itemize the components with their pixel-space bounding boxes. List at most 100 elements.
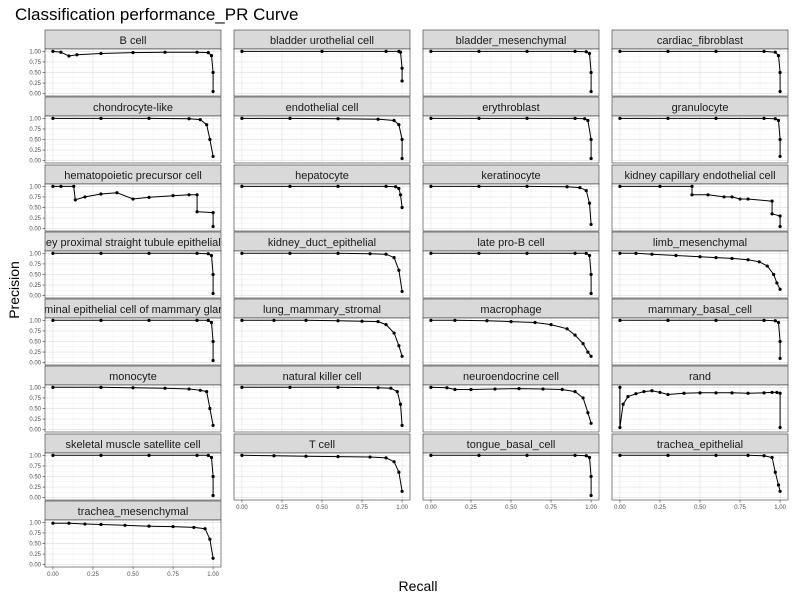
pr-curve-point xyxy=(477,116,481,120)
facet-strip-label: chondrocyte-like xyxy=(93,102,173,114)
panel-border xyxy=(422,115,600,164)
pr-curve-point xyxy=(272,454,276,458)
pr-curve-point xyxy=(772,272,776,277)
panel-border xyxy=(233,183,411,232)
pr-curve-point xyxy=(211,291,215,296)
pr-curve-point xyxy=(453,318,457,322)
pr-curve-point xyxy=(147,524,151,528)
pr-curve-point xyxy=(778,339,782,344)
pr-curve-point xyxy=(589,421,593,425)
pr-curve-point xyxy=(730,256,734,261)
pr-curve-line xyxy=(241,319,403,357)
facet-panel: cardiac_fibroblast xyxy=(611,29,789,97)
pr-curve-point xyxy=(589,89,593,94)
facet-panel: keratinocyte xyxy=(422,164,600,232)
y-tick-label: 1.00 xyxy=(29,184,41,190)
pr-curve-point xyxy=(762,318,766,322)
pr-curve-point xyxy=(376,320,380,324)
facet-strip-label: erythroblast xyxy=(482,102,539,114)
pr-curve-point xyxy=(714,116,718,120)
pr-curve-point xyxy=(706,193,710,197)
pr-curve-point xyxy=(587,455,592,460)
pr-curve-point xyxy=(778,154,782,159)
pr-curve-point xyxy=(195,210,199,214)
pr-curve-point xyxy=(642,389,646,394)
pr-curve-point xyxy=(584,188,588,193)
facet-strip-label: macrophage xyxy=(480,304,541,316)
facet-strip-label: bladder_mesenchymal xyxy=(456,35,567,47)
pr-curve-point xyxy=(99,192,103,196)
y-tick-label: 1.00 xyxy=(29,453,41,459)
y-tick-label: 0.50 xyxy=(29,407,41,413)
pr-curve-point xyxy=(400,489,404,493)
facet-panel: T cell 0.00 0.25 0.50 0.75 1.00 xyxy=(233,433,411,511)
pr-curve-point xyxy=(288,385,292,389)
pr-curve-point xyxy=(469,387,473,392)
pr-curve-point xyxy=(288,184,292,188)
pr-curve-point xyxy=(211,70,215,75)
pr-curve-point xyxy=(770,212,774,216)
pr-curve-point xyxy=(757,260,761,264)
facet-strip-label: endothelial cell xyxy=(286,102,359,114)
pr-curve-point xyxy=(429,385,433,389)
facet-strip-label: bladder urothelial cell xyxy=(270,35,374,47)
y-tick-label: 0.50 xyxy=(29,138,41,144)
pr-curve-point xyxy=(240,318,244,322)
facet-panel: granulocyte xyxy=(611,96,789,164)
pr-curve-point xyxy=(209,253,214,258)
facet-strip-label: kidney_duct_epithelial xyxy=(268,237,376,249)
y-tick-label: 0.00 xyxy=(29,227,41,233)
facet-panel: skeletal muscle satellite cell 0.00 0.25 0.… xyxy=(29,433,222,502)
facet-panel: natural killer cell xyxy=(233,365,411,433)
pr-curve-point xyxy=(376,117,380,121)
pr-curve-point xyxy=(626,395,630,399)
pr-curve-point xyxy=(209,455,214,460)
pr-curve-point xyxy=(384,456,388,460)
y-axis-label: Precision xyxy=(6,261,22,319)
pr-curve-point xyxy=(397,470,401,474)
pr-curve-point xyxy=(195,318,199,322)
pr-curve-point xyxy=(208,137,212,142)
pr-curve-point xyxy=(525,49,529,53)
y-tick-label: 1.00 xyxy=(29,385,41,391)
pr-curve-point xyxy=(589,222,593,227)
pr-curve-point xyxy=(304,454,308,458)
pr-curve-point xyxy=(336,385,340,389)
chart-title: Classification performance_PR Curve xyxy=(15,5,298,24)
pr-curve-point xyxy=(778,356,782,361)
pr-curve-point xyxy=(163,50,167,54)
facet-strip-label: luminal epithelial cell of mammary gland xyxy=(35,304,230,316)
pr-curve-point xyxy=(778,137,782,142)
panel-border xyxy=(422,250,600,299)
y-tick-label: 0.25 xyxy=(29,148,41,154)
pr-curve-point xyxy=(634,251,638,255)
pr-curve-point xyxy=(187,193,191,197)
pr-curve-point xyxy=(589,272,593,277)
pr-curve-point xyxy=(304,318,308,322)
pr-curve-point xyxy=(746,391,750,395)
pr-curve-point xyxy=(690,193,694,197)
x-tick-label: 1.00 xyxy=(207,572,219,578)
facet-panel: bladder urothelial cell xyxy=(233,29,411,97)
y-tick-label: 0.25 xyxy=(29,350,41,356)
y-tick-label: 0.50 xyxy=(29,475,41,481)
pr-curve-point xyxy=(778,391,782,395)
x-tick-label: 1.00 xyxy=(774,505,786,511)
panel-border xyxy=(233,250,411,299)
pr-curve-point xyxy=(398,50,403,54)
pr-curve-point xyxy=(778,214,782,218)
pr-curve-point xyxy=(674,253,678,258)
facet-panel: monocyte 0.00 0.25 0.50 0.75 1.00 xyxy=(29,365,222,434)
pr-curve-point xyxy=(666,49,670,53)
pr-curve-point xyxy=(368,455,372,459)
pr-curve-point xyxy=(198,388,202,392)
pr-curve-point xyxy=(770,455,774,460)
pr-curve-point xyxy=(83,522,87,526)
y-tick-label: 1.00 xyxy=(29,251,41,257)
facet-panel: trachea_epithelial 0.00 0.25 0.50 0.75 1.00 xyxy=(611,433,789,511)
pr-curve-point xyxy=(400,156,404,161)
pr-curve-point xyxy=(714,49,718,53)
pr-curve-point xyxy=(75,53,79,57)
pr-curve-point xyxy=(205,389,209,394)
